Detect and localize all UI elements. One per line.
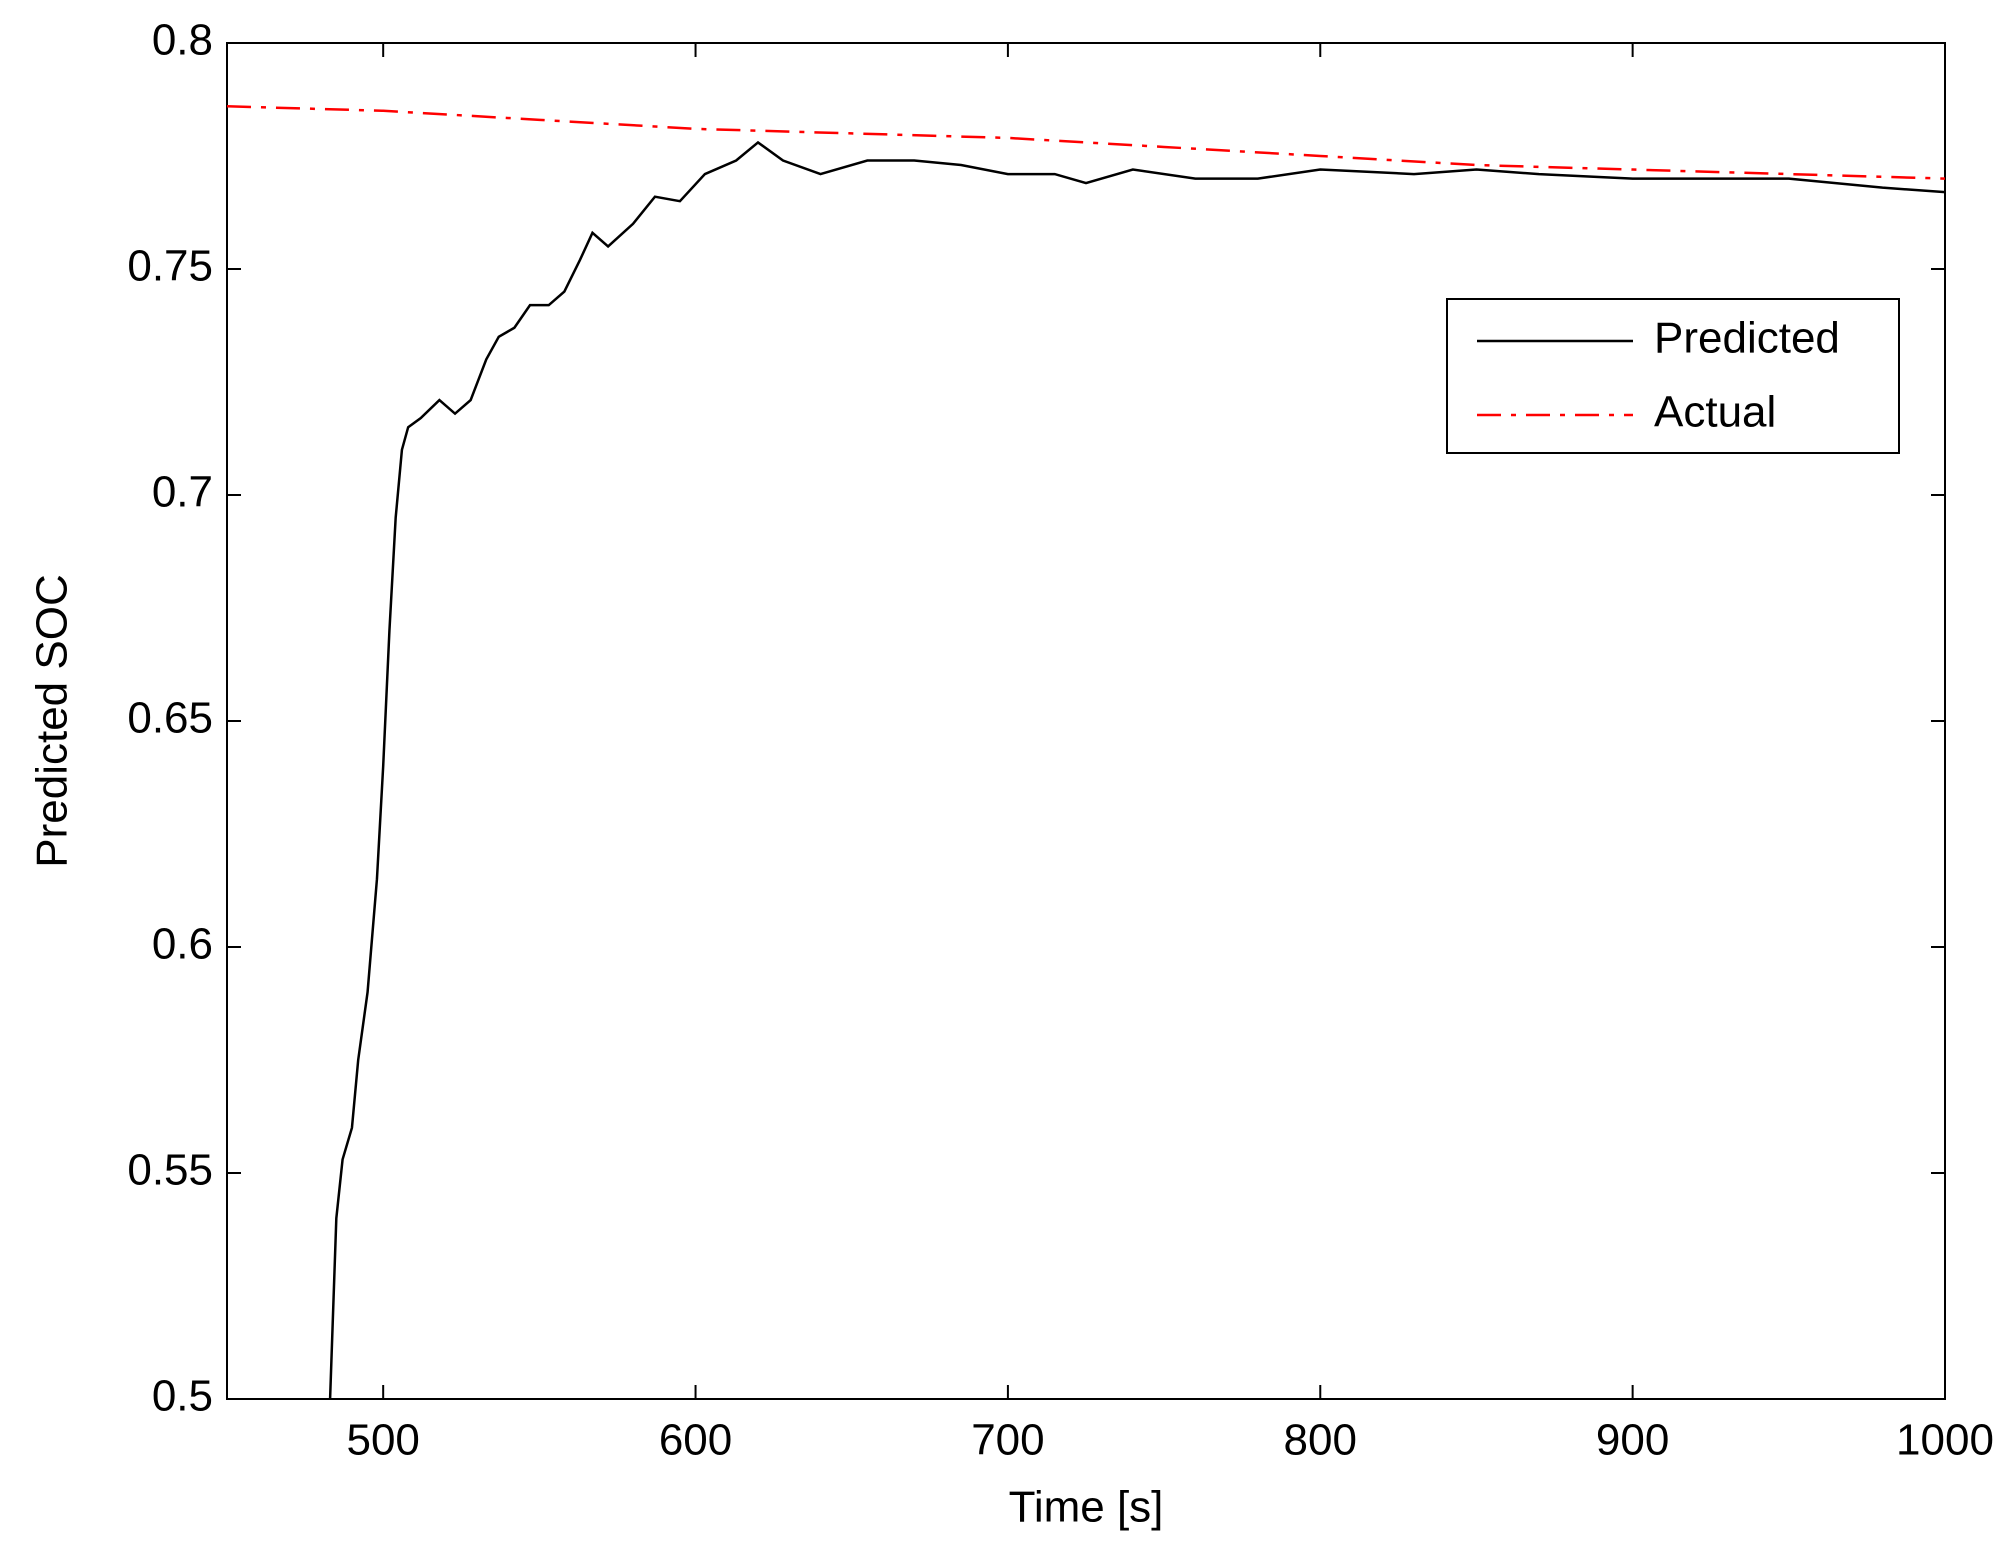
data-line (226, 105, 1946, 180)
x-tick-label: 800 (1284, 1416, 1357, 1465)
x-tick-label: 600 (659, 1416, 732, 1465)
data-line (328, 140, 1946, 1400)
y-tick-label: 0.65 (127, 694, 213, 743)
y-tick-label: 0.8 (152, 16, 213, 65)
x-tick-label: 1000 (1896, 1416, 1994, 1465)
y-tick-label: 0.5 (152, 1372, 213, 1421)
legend-label: Actual (1654, 388, 1776, 437)
y-axis-label: Predicted SOC (28, 574, 77, 867)
y-tick-label: 0.7 (152, 468, 213, 517)
legend-box (1446, 298, 1900, 454)
x-axis-label: Time [s] (1009, 1483, 1164, 1532)
y-tick-label: 0.75 (127, 242, 213, 291)
y-tick-label: 0.6 (152, 920, 213, 969)
legend-label: Predicted (1654, 314, 1840, 363)
plot-area (226, 42, 1946, 1400)
y-tick-label: 0.55 (127, 1146, 213, 1195)
x-tick-label: 900 (1596, 1416, 1669, 1465)
x-tick-label: 500 (346, 1416, 419, 1465)
x-tick-label: 700 (971, 1416, 1044, 1465)
